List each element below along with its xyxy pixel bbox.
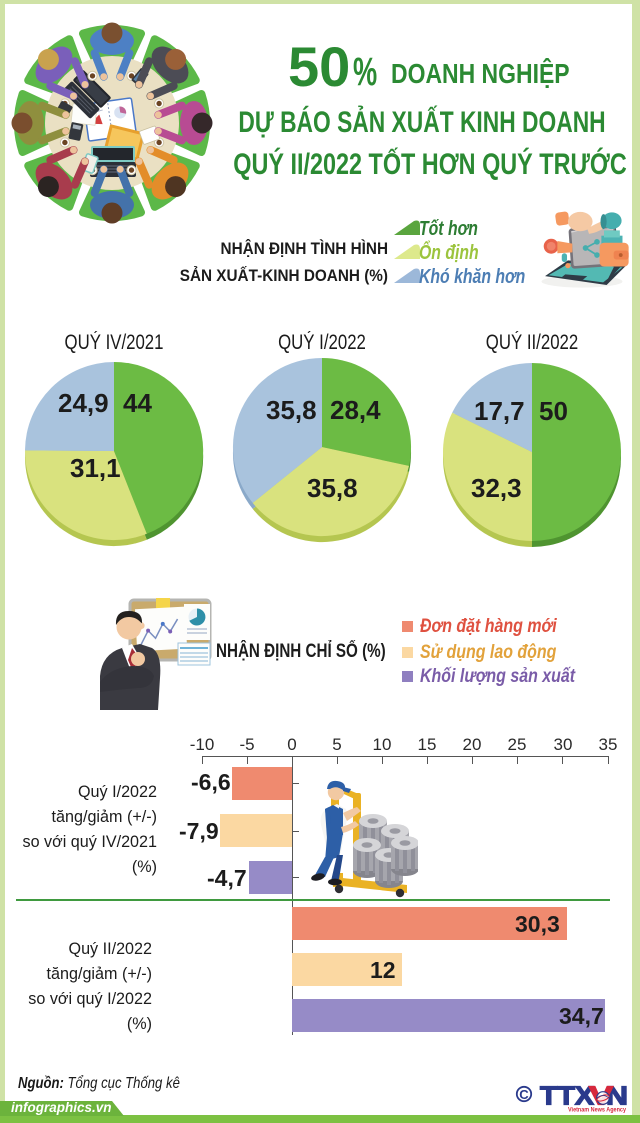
svg-text:TTX: TTX [540, 1081, 595, 1111]
svg-text:Vietnam News Agency: Vietnam News Agency [568, 1107, 626, 1114]
svg-text:C: C [519, 1087, 529, 1102]
svg-text:N: N [606, 1081, 628, 1111]
